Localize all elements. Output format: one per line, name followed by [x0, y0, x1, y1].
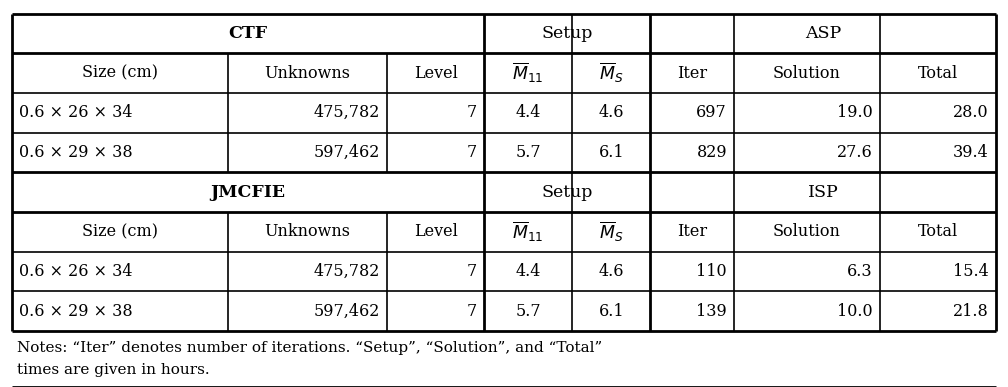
Text: Solution: Solution	[773, 65, 841, 82]
Text: 0.6 × 29 × 38: 0.6 × 29 × 38	[19, 144, 133, 161]
Text: 0.6 × 29 × 38: 0.6 × 29 × 38	[19, 303, 133, 320]
Text: 4.4: 4.4	[515, 104, 541, 121]
Text: 15.4: 15.4	[954, 263, 989, 280]
Text: 5.7: 5.7	[515, 144, 541, 161]
Text: Solution: Solution	[773, 223, 841, 240]
Text: 4.6: 4.6	[599, 104, 624, 121]
Text: 597,462: 597,462	[313, 144, 380, 161]
Text: 10.0: 10.0	[837, 303, 873, 320]
Text: ISP: ISP	[807, 184, 839, 200]
Text: Total: Total	[917, 223, 958, 240]
Text: Notes: “Iter” denotes number of iterations. “Setup”, “Solution”, and “Total”: Notes: “Iter” denotes number of iteratio…	[17, 341, 603, 355]
Text: 7: 7	[467, 303, 477, 320]
Text: ASP: ASP	[804, 25, 841, 42]
Text: 7: 7	[467, 263, 477, 280]
Text: 5.7: 5.7	[515, 303, 541, 320]
Text: Level: Level	[413, 65, 458, 82]
Text: times are given in hours.: times are given in hours.	[17, 363, 210, 377]
Text: 39.4: 39.4	[954, 144, 989, 161]
Text: Setup: Setup	[541, 25, 593, 42]
Text: JMCFIE: JMCFIE	[211, 184, 285, 200]
Text: Iter: Iter	[677, 65, 707, 82]
Text: 21.8: 21.8	[954, 303, 989, 320]
Text: 0.6 × 26 × 34: 0.6 × 26 × 34	[19, 104, 133, 121]
Text: 139: 139	[697, 303, 727, 320]
Text: 6.1: 6.1	[599, 144, 624, 161]
Text: 7: 7	[467, 104, 477, 121]
Text: Size (cm): Size (cm)	[82, 223, 158, 240]
Text: Setup: Setup	[541, 184, 593, 200]
Text: 597,462: 597,462	[313, 303, 380, 320]
Text: Unknowns: Unknowns	[264, 65, 351, 82]
Text: 475,782: 475,782	[313, 104, 380, 121]
Text: Unknowns: Unknowns	[264, 223, 351, 240]
Text: 475,782: 475,782	[313, 263, 380, 280]
Text: $\overline{M}_{11}$: $\overline{M}_{11}$	[512, 220, 544, 244]
Text: 6.1: 6.1	[599, 303, 624, 320]
Text: 829: 829	[697, 144, 727, 161]
Text: 7: 7	[467, 144, 477, 161]
Text: $\overline{M}_{S}$: $\overline{M}_{S}$	[599, 220, 624, 244]
Text: CTF: CTF	[229, 25, 268, 42]
Text: 697: 697	[697, 104, 727, 121]
Text: 19.0: 19.0	[837, 104, 873, 121]
Text: 110: 110	[697, 263, 727, 280]
Text: 4.4: 4.4	[515, 263, 541, 280]
Text: 28.0: 28.0	[954, 104, 989, 121]
Text: 27.6: 27.6	[837, 144, 873, 161]
Text: Iter: Iter	[677, 223, 707, 240]
Text: 4.6: 4.6	[599, 263, 624, 280]
Text: Size (cm): Size (cm)	[82, 65, 158, 82]
Text: Level: Level	[413, 223, 458, 240]
Text: Total: Total	[917, 65, 958, 82]
Text: 6.3: 6.3	[847, 263, 873, 280]
Text: 0.6 × 26 × 34: 0.6 × 26 × 34	[19, 263, 133, 280]
Text: $\overline{M}_{11}$: $\overline{M}_{11}$	[512, 61, 544, 85]
Text: $\overline{M}_{S}$: $\overline{M}_{S}$	[599, 61, 624, 85]
